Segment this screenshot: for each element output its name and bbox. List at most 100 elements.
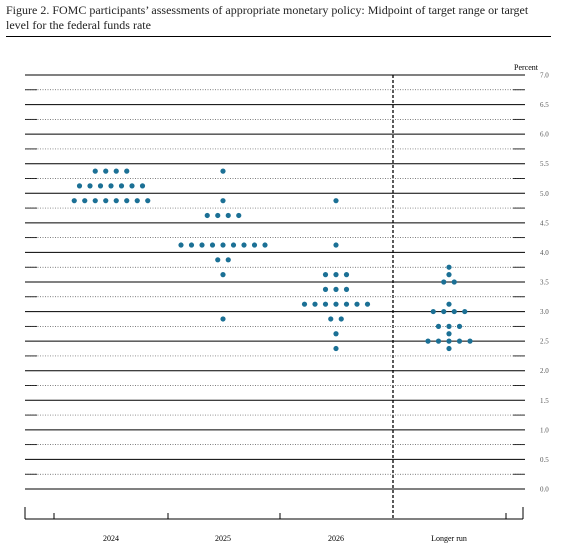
- dot: [241, 242, 247, 248]
- dot: [139, 183, 146, 189]
- y-tick-label: 1.0: [540, 426, 549, 434]
- dot: [230, 242, 237, 248]
- dot: [333, 272, 339, 278]
- dot: [322, 272, 329, 278]
- dot: [322, 286, 329, 292]
- dot: [312, 301, 318, 307]
- dot: [446, 331, 452, 337]
- dot: [333, 301, 339, 307]
- dot: [178, 242, 184, 248]
- x-tick-label: 2026: [328, 534, 344, 543]
- y-tick-label: 5.0: [540, 190, 549, 198]
- dot: [76, 183, 83, 189]
- dot: [343, 272, 350, 278]
- y-tick-label: 3.5: [540, 279, 549, 287]
- dot: [456, 338, 463, 344]
- dot: [446, 338, 452, 344]
- dot: [134, 198, 140, 204]
- y-tick-label: 5.5: [540, 160, 549, 168]
- y-axis-label: Percent: [514, 63, 539, 72]
- dot: [225, 257, 231, 263]
- dot: [354, 301, 360, 307]
- dot: [467, 338, 473, 344]
- dot: [343, 301, 350, 307]
- dot: [108, 183, 114, 189]
- y-tick-label: 4.5: [540, 219, 549, 227]
- dot: [328, 316, 334, 322]
- y-tick-label: 3.0: [540, 308, 549, 316]
- dot: [333, 242, 339, 248]
- dot: [199, 242, 205, 248]
- dot: [333, 286, 339, 292]
- dot: [446, 264, 452, 270]
- dot: [220, 198, 226, 204]
- dot: [188, 242, 195, 248]
- dot: [124, 168, 130, 174]
- dot: [225, 212, 231, 219]
- dot: [87, 183, 93, 189]
- dot: [262, 242, 268, 248]
- y-tick-label: 2.5: [540, 338, 549, 346]
- y-tick-label: 4.0: [540, 249, 549, 257]
- dot: [209, 242, 216, 248]
- dot: [118, 183, 125, 189]
- dot: [220, 242, 226, 248]
- dot: [446, 301, 452, 307]
- dot: [220, 168, 226, 174]
- dot: [446, 345, 452, 352]
- dot: [451, 308, 457, 315]
- dot: [124, 198, 130, 204]
- dot: [92, 198, 98, 204]
- y-tick-label: 2.0: [540, 367, 549, 375]
- dot: [333, 331, 339, 337]
- dot: [251, 242, 258, 248]
- x-axis: [24, 507, 524, 520]
- dot: [92, 168, 98, 174]
- y-tick-label: 6.5: [540, 101, 549, 109]
- x-tick-label: 2025: [215, 534, 231, 543]
- dot: [435, 323, 442, 329]
- dot: [215, 212, 221, 219]
- dot: [322, 301, 329, 307]
- y-tick-label: 0.0: [540, 486, 549, 494]
- dot: [301, 301, 308, 307]
- dot: [103, 198, 109, 204]
- y-tick-label: 7.0: [540, 72, 549, 80]
- dot: [220, 316, 226, 322]
- dot: [97, 183, 104, 189]
- dot: [441, 308, 447, 315]
- dot: [425, 338, 431, 344]
- dot: [430, 308, 436, 315]
- dot: [113, 168, 119, 174]
- dot: [364, 301, 371, 307]
- dot: [204, 212, 210, 219]
- dot: [446, 323, 452, 329]
- y-tick-label: 1.5: [540, 397, 549, 405]
- dot: [343, 286, 350, 292]
- dot: [113, 198, 119, 204]
- dot: [462, 308, 468, 315]
- dot: [129, 183, 135, 189]
- dot: [333, 345, 339, 352]
- dot: [103, 168, 109, 174]
- y-tick-label: 0.5: [540, 456, 549, 464]
- dot: [441, 279, 447, 285]
- dot: [333, 198, 339, 204]
- dot: [220, 272, 226, 278]
- title-rule: [6, 36, 551, 37]
- chart-title: Figure 2. FOMC participants’ assessments…: [6, 3, 529, 32]
- dot: [215, 257, 221, 263]
- dot: [71, 198, 77, 204]
- x-tick-label: Longer run: [431, 534, 467, 543]
- dot: [451, 279, 457, 285]
- dot: [236, 212, 242, 219]
- dot: [82, 198, 88, 204]
- dot: [435, 338, 442, 344]
- dot: [338, 316, 344, 322]
- dot: [145, 198, 151, 204]
- x-tick-label: 2024: [103, 534, 119, 543]
- y-tick-label: 6.0: [540, 131, 549, 139]
- dot: [456, 323, 463, 329]
